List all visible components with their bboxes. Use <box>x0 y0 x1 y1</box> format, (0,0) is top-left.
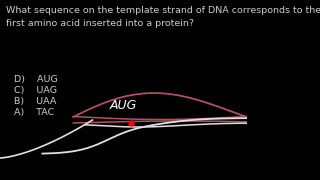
Text: B)    UAA: B) UAA <box>14 97 56 106</box>
Text: D)    AUG: D) AUG <box>14 75 58 84</box>
Text: AUG: AUG <box>110 99 137 112</box>
Text: A)    TAC: A) TAC <box>14 108 54 117</box>
Text: What sequence on the template strand of DNA corresponds to the
first amino acid : What sequence on the template strand of … <box>6 6 320 28</box>
Text: C)    UAG: C) UAG <box>14 86 57 95</box>
